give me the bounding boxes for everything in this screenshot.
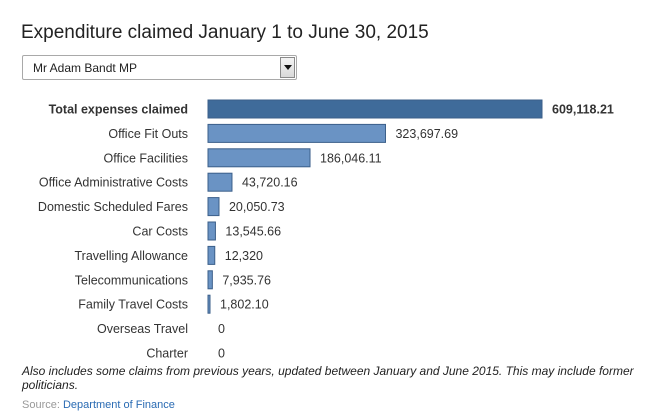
value-label-office-fit-outs: 323,697.69 <box>395 127 458 141</box>
value-label-total-expenses-claimed: 609,118.21 <box>552 103 614 117</box>
politician-select-value: Mr Adam Bandt MP <box>33 61 138 75</box>
value-label-car-costs: 13,545.66 <box>225 225 281 239</box>
value-label-travelling-allowance: 12,320 <box>225 249 263 263</box>
source-line: Source: Department of Finance <box>22 399 175 411</box>
category-label-domestic-scheduled-fares: Domestic Scheduled Fares <box>38 200 188 214</box>
source-label: Source: <box>22 399 60 411</box>
bar-total-expenses-claimed <box>207 99 543 119</box>
chevron-down-icon[interactable] <box>280 57 295 78</box>
value-label-overseas-travel: 0 <box>218 322 225 336</box>
category-label-charter: Charter <box>146 347 188 361</box>
bar-office-administrative-costs <box>207 172 233 192</box>
value-label-domestic-scheduled-fares: 20,050.73 <box>229 200 285 214</box>
chart-footnote: Also includes some claims from previous … <box>22 364 634 392</box>
bar-office-facilities <box>207 148 311 168</box>
category-label-travelling-allowance: Travelling Allowance <box>75 249 189 263</box>
expenditure-bar-chart: Total expenses claimed 609,118.21 Office F… <box>38 99 614 361</box>
politician-select[interactable]: Mr Adam Bandt MP <box>22 55 297 80</box>
bar-family-travel-costs <box>207 294 211 314</box>
bar-travelling-allowance <box>207 245 216 265</box>
source-link[interactable]: Department of Finance <box>62 399 175 411</box>
category-label-family-travel-costs: Family Travel Costs <box>78 298 188 312</box>
category-label-telecommunications: Telecommunications <box>75 273 188 287</box>
category-label-office-fit-outs: Office Fit Outs <box>108 127 188 141</box>
category-label-total-expenses-claimed: Total expenses claimed <box>49 103 188 117</box>
category-label-overseas-travel: Overseas Travel <box>97 322 188 336</box>
value-label-office-facilities: 186,046.11 <box>320 151 382 165</box>
bar-telecommunications <box>207 270 213 290</box>
value-label-telecommunications: 7,935.76 <box>222 273 271 287</box>
value-label-charter: 0 <box>218 347 225 361</box>
bar-car-costs <box>207 221 216 241</box>
chart-title: Expenditure claimed January 1 to June 30… <box>21 22 429 43</box>
value-label-office-administrative-costs: 43,720.16 <box>242 176 298 190</box>
category-label-car-costs: Car Costs <box>132 225 188 239</box>
category-label-office-administrative-costs: Office Administrative Costs <box>39 176 188 190</box>
bar-domestic-scheduled-fares <box>207 197 220 217</box>
category-label-office-facilities: Office Facilities <box>103 151 188 165</box>
bar-office-fit-outs <box>207 123 386 143</box>
value-label-family-travel-costs: 1,802.10 <box>220 298 269 312</box>
